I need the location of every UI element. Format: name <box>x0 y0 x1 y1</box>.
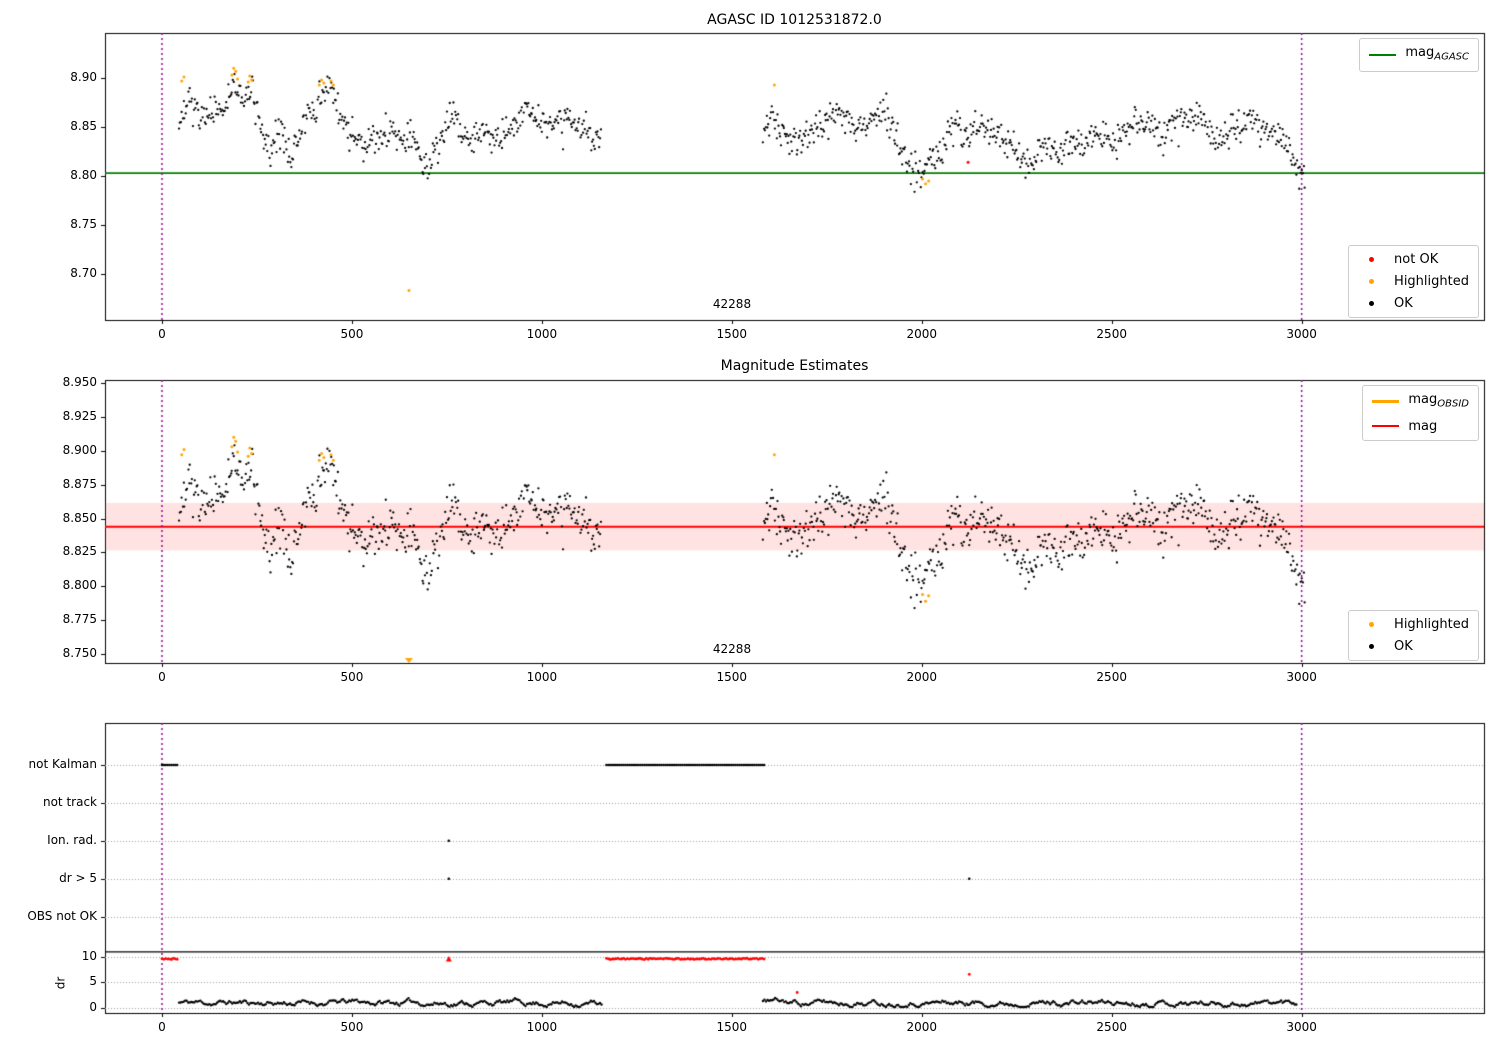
ok-marker-icon <box>1358 295 1385 312</box>
y-tick-label: 8.875 <box>62 476 97 491</box>
x-tick-label: 3000 <box>1286 670 1317 684</box>
x-tick-label: 3000 <box>1286 327 1317 341</box>
legend-label: mag <box>1408 418 1438 434</box>
legend-label: OK <box>1394 639 1413 654</box>
x-tick-label: 500 <box>340 670 364 684</box>
x-tick-label: 2500 <box>1096 1020 1127 1034</box>
legend-label: Highlighted <box>1394 274 1469 289</box>
y-tick-label: 8.70 <box>70 265 97 280</box>
y-tick-label: 8.85 <box>70 119 97 134</box>
x-tick-label: 0 <box>158 1020 166 1034</box>
plot1-marker-legend: not OK Highlighted OK <box>1348 245 1479 318</box>
row-label-not-kalman: not Kalman <box>28 757 97 771</box>
x-tick-label: 2000 <box>906 327 938 341</box>
legend-label: OK <box>1394 296 1413 311</box>
dr-tick-10: 10 <box>81 949 97 963</box>
not-ok-marker-icon <box>1358 251 1385 268</box>
row-label-dr-gt-5: dr > 5 <box>59 871 97 885</box>
x-tick-label: 1000 <box>526 1020 558 1034</box>
y-tick-label: 8.750 <box>62 646 97 661</box>
highlighted-marker-icon <box>1358 273 1385 290</box>
y-tick-label: 8.925 <box>62 408 97 423</box>
x-tick-label: 1000 <box>526 670 558 684</box>
legend-label: not OK <box>1394 252 1439 267</box>
mag-obsid-line-swatch <box>1372 400 1400 404</box>
x-tick-label: 500 <box>340 327 364 341</box>
x-tick-label: 0 <box>158 327 166 341</box>
ok-marker-icon <box>1358 638 1385 655</box>
legend-entry-mag-obsid: magOBSID <box>1372 391 1469 413</box>
y-tick-label: 8.850 <box>62 510 97 525</box>
y-tick-label: 8.90 <box>70 70 97 85</box>
legend-entry-ok: OK <box>1358 638 1469 655</box>
plot2-marker-legend: Highlighted OK <box>1348 610 1479 661</box>
y-tick-label: 8.80 <box>70 168 97 182</box>
highlighted-marker-icon <box>1358 616 1385 633</box>
x-tick-label: 2000 <box>906 1020 938 1034</box>
x-tick-label: 1000 <box>526 327 558 341</box>
plot1-line-legend: magAGASC <box>1359 38 1479 72</box>
plot1-obsid-annotation: 42288 <box>712 297 752 311</box>
x-tick-label: 0 <box>158 670 166 684</box>
y-tick-label: 8.900 <box>62 442 97 457</box>
dr-axis-label: dr <box>53 976 68 990</box>
x-tick-label: 1500 <box>716 327 748 341</box>
plot2-obsid-annotation: 42288 <box>712 642 752 656</box>
row-label-ion-rad: Ion. rad. <box>47 833 97 847</box>
dr-tick-0: 0 <box>89 1000 97 1014</box>
legend-label: magOBSID <box>1408 392 1469 410</box>
x-tick-label: 1500 <box>716 670 748 684</box>
x-tick-label: 500 <box>340 1020 364 1034</box>
legend-entry-highlighted: Highlighted <box>1358 616 1469 633</box>
plot2-line-legend: magOBSID mag <box>1362 385 1479 441</box>
legend-entry-highlighted: Highlighted <box>1358 273 1469 290</box>
plot2-title: Magnitude Estimates <box>720 358 869 374</box>
legend-entry-ok: OK <box>1358 295 1469 312</box>
x-tick-label: 2500 <box>1096 327 1127 341</box>
mag-line-swatch <box>1372 425 1400 428</box>
y-tick-label: 8.800 <box>62 578 97 593</box>
legend-label: magAGASC <box>1405 45 1469 63</box>
legend-entry-mag: mag <box>1372 418 1469 435</box>
dr-tick-5: 5 <box>89 974 97 988</box>
x-tick-label: 2500 <box>1096 670 1127 684</box>
x-tick-label: 1500 <box>716 1020 748 1034</box>
y-tick-label: 8.825 <box>62 544 97 559</box>
legend-entry-not-ok: not OK <box>1358 251 1469 268</box>
y-tick-label: 8.775 <box>62 612 97 627</box>
y-tick-label: 8.950 <box>62 374 97 389</box>
plot1-title: AGASC ID 1012531872.0 <box>707 12 882 28</box>
mag-agasc-line-swatch <box>1369 53 1397 56</box>
x-tick-label: 3000 <box>1286 1020 1317 1034</box>
row-label-not-track: not track <box>42 795 97 809</box>
legend-entry-mag-agasc: magAGASC <box>1369 44 1469 66</box>
legend-label: Highlighted <box>1394 617 1469 632</box>
x-tick-label: 2000 <box>906 670 938 684</box>
y-tick-label: 8.75 <box>70 216 97 231</box>
row-label-obs-not-ok: OBS not OK <box>27 909 97 923</box>
